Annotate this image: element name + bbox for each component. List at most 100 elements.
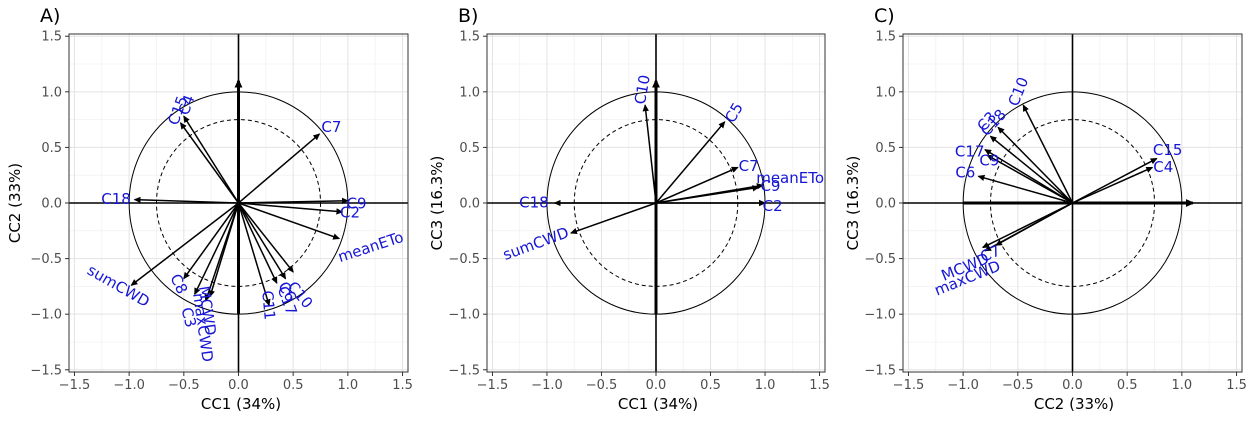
vector-C17: [237, 202, 278, 284]
y-tick-label: 0.0: [875, 197, 896, 212]
x-tick-label: 1.0: [755, 378, 776, 393]
vector-C4: [183, 115, 240, 204]
y-tick-label: −1.0: [864, 308, 896, 323]
panel-3: C10C18C3C17C9C6C15C4maxCWDMCWDC7−1.5−1.5…: [844, 5, 1247, 413]
x-tick-label: 0.5: [283, 378, 304, 393]
label-C18: C18: [519, 194, 549, 212]
plot-area: [69, 34, 408, 372]
y-tick-label: 0.0: [41, 197, 62, 212]
x-tick-label: −1.5: [893, 378, 925, 393]
y-tick-label: 0.0: [459, 197, 480, 212]
vector-C18: [997, 126, 1074, 204]
vector-C4: [1072, 166, 1154, 204]
label-C3: C3: [177, 305, 200, 329]
x-tick-label: −0.5: [168, 378, 200, 393]
x-tick-label: −1.0: [531, 378, 563, 393]
y-tick-label: 1.0: [875, 85, 896, 100]
x-tick-label: 0.5: [1117, 378, 1138, 393]
vector-C10: [1022, 104, 1074, 204]
label-C4: C4: [1153, 158, 1173, 176]
vector-C6: [977, 174, 1073, 204]
label-C9: C9: [347, 195, 367, 213]
vector-C9: [655, 185, 760, 204]
label-C4: C4: [175, 92, 199, 117]
y-tick-label: −1.5: [864, 363, 896, 378]
y-tick-label: 0.5: [459, 141, 480, 156]
y-tick-label: 1.0: [41, 85, 62, 100]
x-axis-title: CC2 (33%): [1034, 395, 1114, 413]
y-tick-label: 1.5: [41, 30, 62, 45]
vector-C7: [995, 202, 1073, 246]
label-C6: C6: [955, 163, 975, 181]
vector-C15: [179, 122, 240, 204]
vector-C10: [642, 104, 657, 204]
vector-MCWD: [208, 202, 240, 298]
x-tick-label: 1.5: [1226, 378, 1247, 393]
y-tick-label: 0.5: [41, 141, 62, 156]
label-C9: C9: [760, 177, 780, 195]
y-tick-label: 0.5: [875, 141, 896, 156]
x-tick-label: 0.5: [700, 378, 721, 393]
x-tick-label: 1.5: [392, 378, 413, 393]
y-axis-title: CC3 (16.3%): [428, 156, 446, 251]
vector-C3: [194, 202, 240, 296]
vector-sumCWD: [570, 202, 657, 235]
x-tick-label: −0.5: [586, 378, 618, 393]
y-axis-title: CC3 (16.3%): [844, 156, 862, 251]
panel-2: C10C5C7meanEToC9C2C18sumCWD−1.5−1.5−1.0−…: [428, 5, 830, 413]
vector-C6: [237, 202, 287, 280]
vector-C11: [237, 202, 271, 307]
plot-area: [903, 34, 1242, 372]
panel-label: A): [40, 5, 60, 27]
y-tick-label: −1.5: [30, 363, 62, 378]
x-tick-label: 0.0: [228, 378, 249, 393]
vector-C7: [238, 133, 321, 204]
y-tick-label: −1.0: [448, 308, 480, 323]
y-axis-title: CC2 (33%): [6, 163, 24, 243]
vector-C18: [133, 196, 239, 204]
label-C15: C15: [1153, 141, 1183, 159]
plot-area: [487, 34, 825, 372]
y-tick-label: −0.5: [864, 252, 896, 267]
label-C17: C17: [955, 142, 985, 160]
vector-C9: [238, 197, 349, 205]
panel-label: B): [458, 5, 478, 27]
label-C2: C2: [340, 204, 360, 222]
y-tick-label: 1.5: [459, 30, 480, 45]
y-tick-label: −1.0: [30, 308, 62, 323]
vector-C5: [655, 121, 726, 204]
label-C2: C2: [763, 197, 783, 215]
label-C9: C9: [979, 151, 999, 169]
x-tick-label: 1.0: [338, 378, 359, 393]
vector-C9: [986, 154, 1073, 204]
y-tick-label: −1.5: [448, 363, 480, 378]
vector-C15: [1072, 157, 1158, 204]
x-tick-label: 0.0: [646, 378, 667, 393]
x-tick-label: 1.0: [1172, 378, 1193, 393]
label-C11: C11: [258, 290, 279, 321]
label-C10: C10: [631, 73, 654, 105]
y-tick-label: 1.5: [875, 30, 896, 45]
y-tick-label: −0.5: [448, 252, 480, 267]
x-tick-label: −1.5: [477, 378, 509, 393]
x-tick-label: 1.5: [809, 378, 830, 393]
x-tick-label: −1.0: [947, 378, 979, 393]
panel-label: C): [874, 5, 895, 27]
y-tick-label: 1.0: [459, 85, 480, 100]
vector-C3: [989, 135, 1073, 204]
y-tick-label: −0.5: [30, 252, 62, 267]
x-axis-title: CC1 (34%): [201, 395, 281, 413]
vector-C8: [183, 202, 240, 280]
x-axis-title: CC1 (34%): [618, 395, 698, 413]
vector-C7: [655, 166, 739, 204]
label-meanETo: meanETo: [756, 169, 824, 187]
x-tick-label: −1.5: [59, 378, 91, 393]
label-C7: C7: [321, 118, 341, 136]
x-tick-label: −0.5: [1002, 378, 1034, 393]
label-C18: C18: [101, 190, 131, 208]
vector-meanETo: [238, 202, 341, 240]
x-tick-label: −1.0: [113, 378, 145, 393]
